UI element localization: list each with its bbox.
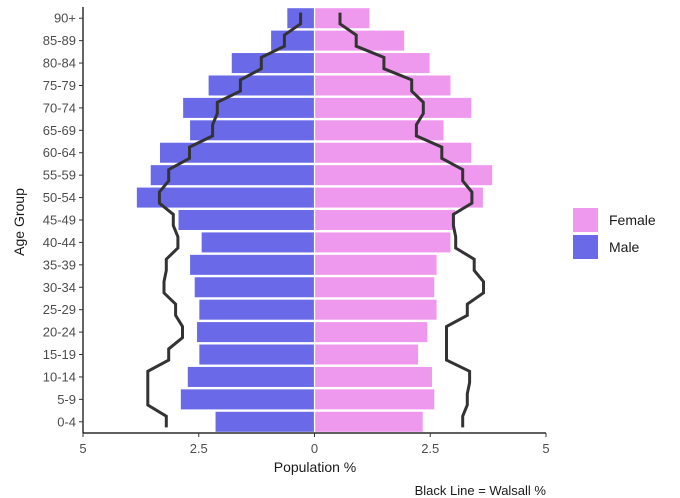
bar-male-70-74 xyxy=(181,96,316,120)
reference-line-female xyxy=(338,12,485,428)
bar-female-5-9 xyxy=(313,388,436,411)
bar-male-0-4 xyxy=(214,410,316,434)
y-tick-label: 80-84 xyxy=(43,56,76,71)
bar-female-75-79 xyxy=(313,74,452,97)
y-tick-label: 75-79 xyxy=(43,78,76,93)
x-tick-label: 5 xyxy=(542,441,549,456)
bar-male-5-9 xyxy=(179,388,316,411)
bar-female-25-29 xyxy=(313,298,438,321)
bar-male-75-79 xyxy=(207,74,316,97)
y-tick-label: 70-74 xyxy=(43,100,76,115)
y-ticks-layer: 0-4 5-9 10-14 15-19 20-24 25-29 30-34 35-39 40-4… xyxy=(43,11,83,429)
x-ticks-layer: 5 2.5 0 2.5 5 xyxy=(79,433,550,456)
bar-male-85-89 xyxy=(269,29,316,52)
bar-female-40-44 xyxy=(313,231,452,254)
bar-male-10-14 xyxy=(186,365,316,389)
bar-male-30-34 xyxy=(193,276,316,299)
bar-female-50-54 xyxy=(313,186,485,209)
y-tick-label: 5-9 xyxy=(57,392,76,407)
y-tick-label: 50-54 xyxy=(43,190,76,205)
bar-male-65-69 xyxy=(188,119,316,142)
bar-female-30-34 xyxy=(313,276,436,299)
y-tick-label: 10-14 xyxy=(43,369,76,384)
x-tick-label: 2.5 xyxy=(421,441,439,456)
y-tick-label: 90+ xyxy=(54,11,76,26)
bar-male-45-49 xyxy=(177,208,316,232)
y-tick-label: 35-39 xyxy=(43,257,76,272)
y-tick-label: 55-59 xyxy=(43,168,76,183)
y-tick-label: 65-69 xyxy=(43,123,76,138)
bar-male-80-84 xyxy=(230,51,316,75)
y-tick-label: 45-49 xyxy=(43,213,76,228)
y-tick-label: 30-34 xyxy=(43,280,76,295)
bar-male-20-24 xyxy=(195,320,316,344)
bar-male-60-64 xyxy=(158,141,316,164)
y-tick-label: 60-64 xyxy=(43,145,76,160)
reference-lines-layer xyxy=(146,12,485,428)
y-tick-label: 20-24 xyxy=(43,325,76,340)
y-tick-label: 85-89 xyxy=(43,33,76,48)
legend-male-label: Male xyxy=(609,239,640,255)
bar-female-80-84 xyxy=(313,51,431,75)
x-tick-label: 2.5 xyxy=(190,441,208,456)
y-tick-label: 0-4 xyxy=(57,414,76,429)
bar-female-15-19 xyxy=(313,343,420,366)
y-tick-label: 25-29 xyxy=(43,302,76,317)
bar-male-25-29 xyxy=(198,298,316,321)
bar-male-40-44 xyxy=(200,231,316,254)
bar-male-15-19 xyxy=(198,343,316,366)
bar-male-50-54 xyxy=(135,186,316,209)
bar-male-55-59 xyxy=(149,163,316,187)
bar-female-65-69 xyxy=(313,119,445,142)
bar-female-20-24 xyxy=(313,320,429,344)
bar-female-35-39 xyxy=(313,253,438,277)
x-tick-label: 0 xyxy=(311,441,318,456)
y-tick-label: 40-44 xyxy=(43,235,76,250)
legend-male-swatch xyxy=(573,235,598,259)
bar-female-45-49 xyxy=(313,208,457,232)
bar-male-35-39 xyxy=(188,253,316,277)
y-tick-label: 15-19 xyxy=(43,347,76,362)
reference-line-male xyxy=(146,12,303,428)
caption: Black Line = Walsall % xyxy=(415,483,547,498)
bar-female-10-14 xyxy=(313,365,434,389)
bars-layer xyxy=(135,6,494,434)
legend: Female Male xyxy=(573,208,656,259)
bar-female-0-4 xyxy=(313,410,424,434)
bar-female-70-74 xyxy=(313,96,473,120)
y-axis-title: Age Group xyxy=(11,188,27,256)
x-tick-label: 5 xyxy=(79,441,86,456)
x-axis-title: Population % xyxy=(274,459,357,475)
legend-female-label: Female xyxy=(609,212,656,228)
legend-female-swatch xyxy=(573,208,598,232)
